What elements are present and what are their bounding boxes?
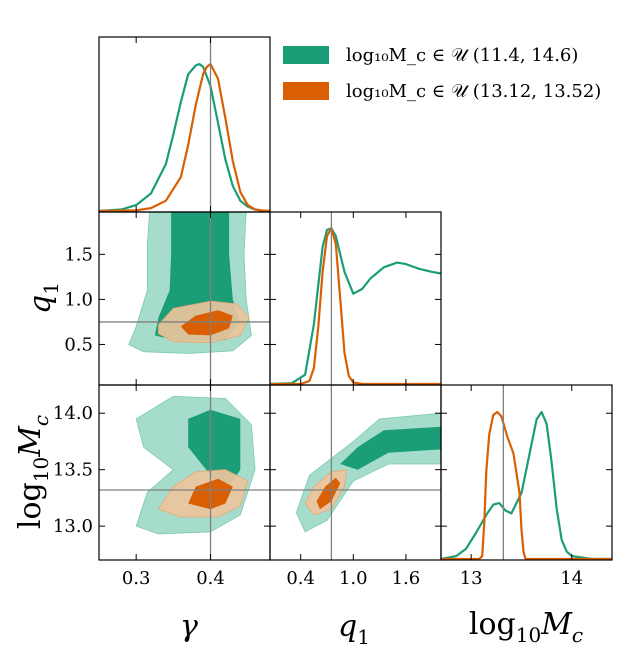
marginal-log10Mc-narrow_prior	[441, 410, 612, 561]
marginal-log10Mc-wide_prior	[440, 410, 612, 561]
ytick-label-q1-0.5: 0.5	[64, 334, 93, 355]
xaxis-title-gamma: γ	[180, 609, 198, 644]
ytick-label-log10Mc-13: 13.0	[53, 516, 93, 537]
marginal-gamma-narrow_prior	[98, 62, 271, 213]
xaxis-title-q1: q1	[338, 609, 370, 649]
xtick-label-gamma-0.4: 0.4	[196, 568, 225, 589]
ytick-label-log10Mc-13.5: 13.5	[53, 460, 93, 481]
contour-q1-mc-narrow-68	[316, 477, 341, 510]
contour-gamma-q1-narrow-68	[180, 310, 233, 336]
panel-frame-1-1	[269, 211, 442, 386]
xtick-label-q1-0.4: 0.4	[286, 568, 315, 589]
marginal-gamma-wide_prior	[98, 62, 271, 213]
contour-q1-mc-wide-68	[340, 426, 441, 470]
legend-swatch-narrow_prior	[283, 82, 329, 100]
legend-label-wide_prior: log₁₀M_c ∈ 𝒰 (11.4, 14.6)	[346, 45, 578, 66]
legend-label-narrow_prior: log₁₀M_c ∈ 𝒰 (13.12, 13.52)	[346, 81, 601, 102]
xtick-label-gamma-0.3: 0.3	[122, 568, 151, 589]
ytick-label-log10Mc-14: 14.0	[53, 403, 93, 424]
ytick-label-q1-1: 1.0	[64, 289, 93, 310]
marginal-q1-wide_prior	[269, 227, 442, 386]
panel-frame-0-0	[98, 36, 271, 213]
xtick-label-log10Mc-13: 13	[460, 568, 483, 589]
legend-swatch-wide_prior	[283, 46, 329, 64]
panel-frame-2-2	[440, 384, 613, 561]
marginal-q1-narrow_prior	[270, 227, 441, 386]
yaxis-title-log10mc: log10Mc	[13, 415, 53, 529]
xtick-label-q1-1: 1.0	[339, 568, 368, 589]
yaxis-title-q1: q1	[23, 282, 63, 314]
xtick-label-q1-1.6: 1.6	[392, 568, 421, 589]
xtick-label-log10Mc-14: 14	[560, 568, 583, 589]
ytick-label-q1-1.5: 1.5	[64, 244, 93, 265]
xaxis-title-log10mc: log10Mc	[469, 607, 583, 647]
